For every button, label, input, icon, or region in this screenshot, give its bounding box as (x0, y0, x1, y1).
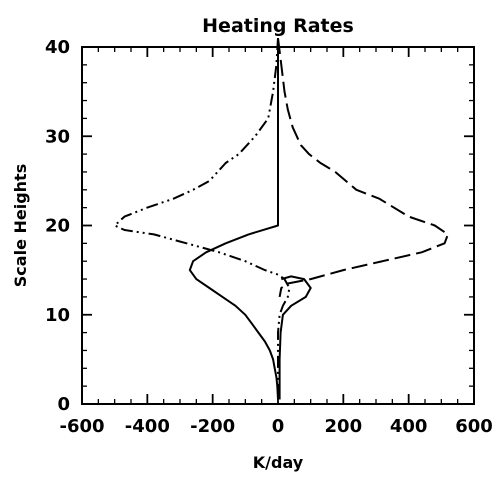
y-tick-label: 40 (45, 37, 70, 58)
x-axis-label: K/day (253, 453, 304, 472)
x-tick-label: 600 (455, 416, 493, 437)
x-tick-label: 0 (272, 416, 285, 437)
y-tick-label: 20 (45, 216, 70, 237)
y-tick-label: 0 (57, 394, 70, 415)
series-line-1 (188, 38, 279, 400)
y-tick-label: 10 (45, 305, 70, 326)
chart-title: Heating Rates (202, 15, 354, 37)
series-line-4 (278, 275, 312, 400)
x-tick-label: -600 (59, 416, 104, 437)
x-tick-label: 200 (325, 416, 363, 437)
x-tick-label: -400 (125, 416, 170, 437)
series-line-3 (277, 37, 449, 298)
x-tick-label: -200 (190, 416, 235, 437)
series-line-2 (113, 38, 291, 400)
plot-area: -600 -400 -200 0 200 400 600 0 10 20 30 40 (45, 37, 493, 437)
y-tick-label: 30 (45, 126, 70, 147)
y-axis-label: Scale Heights (11, 164, 30, 287)
x-tick-label: 400 (390, 416, 428, 437)
